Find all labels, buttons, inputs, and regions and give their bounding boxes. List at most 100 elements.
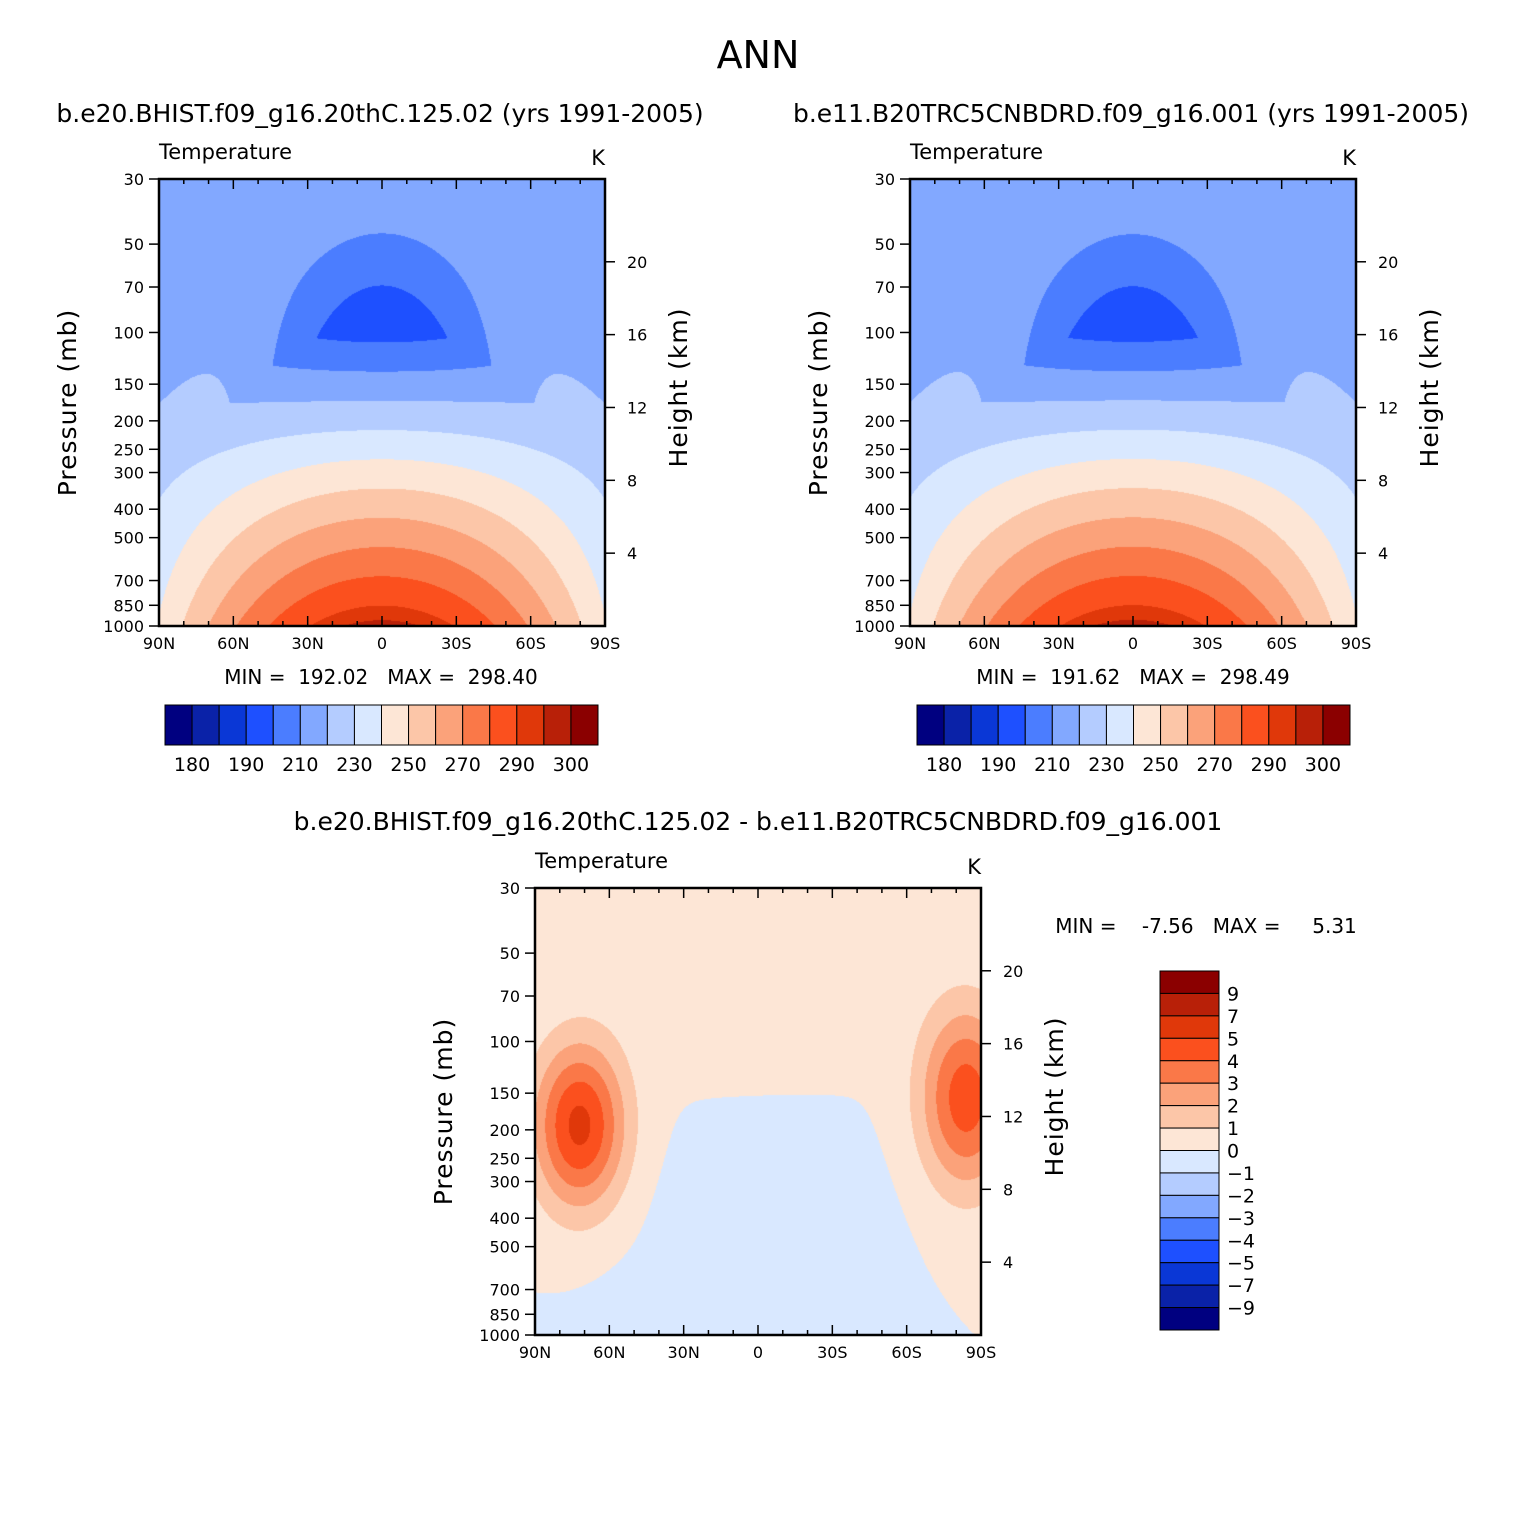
panel1-subtitle: b.e20.BHIST.f09_g16.20thC.125.02 (yrs 19… — [56, 99, 703, 128]
colorbar-label: 190 — [228, 754, 264, 776]
colorbar-box — [943, 704, 972, 746]
colorbar-box — [1159, 1307, 1220, 1331]
y-tick-label: 200 — [489, 1121, 520, 1140]
y-axis-label: Pressure (mb) — [429, 1018, 458, 1205]
contour-field — [535, 888, 981, 1335]
y-tick-label: 500 — [489, 1238, 520, 1257]
panel1-stats: MIN = 192.02 MAX = 298.40 — [224, 665, 537, 689]
y-tick-label: 100 — [489, 1032, 520, 1051]
colorbar-box — [1159, 1239, 1220, 1264]
x-tick-label: 60N — [217, 634, 249, 653]
y-tick-label: 50 — [500, 944, 520, 963]
colorbar-label: 300 — [1305, 754, 1341, 776]
units-label: K — [591, 146, 606, 170]
colorbar-box — [997, 704, 1026, 746]
colorbar-label: 230 — [336, 754, 372, 776]
x-tick-label: 0 — [753, 1343, 763, 1362]
x-tick-label: 30S — [441, 634, 472, 653]
y-tick-label: 700 — [489, 1281, 520, 1300]
x-tick-label: 0 — [1128, 634, 1138, 653]
colorbar-label: 230 — [1088, 754, 1124, 776]
x-tick-label: 30N — [668, 1343, 700, 1362]
colorbar-box — [1159, 1172, 1220, 1196]
colorbar-box — [326, 704, 355, 746]
x-tick-label: 90N — [894, 634, 926, 653]
colorbar-label: 7 — [1227, 1006, 1239, 1028]
y-tick-label: 500 — [113, 529, 144, 548]
y-tick-label: 400 — [113, 500, 144, 519]
x-tick-label: 90N — [143, 634, 175, 653]
colorbar-box — [516, 704, 545, 746]
colorbar-label: 1 — [1227, 1118, 1239, 1140]
colorbar-label: 250 — [390, 754, 426, 776]
y-tick-label: 400 — [864, 500, 895, 519]
colorbar-box — [1159, 1082, 1220, 1107]
colorbar-label: 9 — [1227, 983, 1239, 1005]
x-tick-label: 90N — [519, 1343, 551, 1362]
y-tick-label: 850 — [489, 1305, 520, 1324]
colorbar-panel-2: 180 190 210 230 250 270 290 300 — [916, 704, 1351, 776]
colorbar-box — [543, 704, 572, 746]
height-tick-label: 20 — [1003, 962, 1023, 981]
y-tick-label: 70 — [124, 278, 144, 297]
x-tick-label: 30N — [292, 634, 324, 653]
colorbar-panel-1: 180 190 210 230 250 270 290 300 — [164, 704, 599, 776]
height-tick-label: 20 — [1378, 253, 1398, 272]
colorbar-label: −5 — [1227, 1253, 1255, 1275]
y-tick-label: 850 — [113, 596, 144, 615]
x-tick-label: 90S — [966, 1343, 997, 1362]
x-tick-label: 60S — [515, 634, 546, 653]
colorbar-box — [1159, 1217, 1220, 1241]
colorbar-label: −2 — [1227, 1185, 1255, 1207]
x-tick-label: 30N — [1043, 634, 1075, 653]
height-tick-label: 16 — [627, 326, 647, 345]
y-tick-label: 100 — [864, 323, 895, 342]
height-tick-label: 8 — [1003, 1180, 1013, 1199]
contour-field — [910, 179, 1356, 626]
colorbar-box — [1159, 992, 1220, 1017]
x-tick-label: 60N — [968, 634, 1000, 653]
height-tick-label: 4 — [627, 544, 637, 563]
colorbar-label: −9 — [1227, 1298, 1255, 1320]
colorbar-box — [462, 704, 491, 746]
colorbar-box — [381, 704, 410, 746]
y-tick-label: 50 — [875, 235, 895, 254]
colorbar-box — [408, 704, 437, 746]
colorbar-box — [1159, 1127, 1220, 1151]
height-tick-label: 12 — [1003, 1107, 1023, 1126]
colorbar-box — [1214, 704, 1243, 746]
y-tick-label: 300 — [113, 464, 144, 483]
panel2-subtitle: b.e11.B20TRC5CNBDRD.f09_g16.001 (yrs 199… — [793, 99, 1469, 128]
colorbar-label: −4 — [1227, 1230, 1255, 1252]
colorbar-label: −7 — [1227, 1275, 1255, 1297]
y-tick-label: 200 — [113, 412, 144, 431]
colorbar-box — [1159, 970, 1220, 994]
x-tick-label: 90S — [590, 634, 621, 653]
colorbar-box — [489, 704, 518, 746]
colorbar-box — [1159, 1284, 1220, 1309]
y-tick-label: 250 — [864, 440, 895, 459]
colorbar-label: 5 — [1227, 1028, 1239, 1050]
height-tick-label: 8 — [1378, 471, 1388, 490]
colorbar-box — [353, 704, 382, 746]
y-tick-label: 700 — [113, 572, 144, 591]
colorbar-label: 180 — [174, 754, 210, 776]
y-tick-label: 700 — [864, 572, 895, 591]
colorbar-label: 190 — [980, 754, 1016, 776]
colorbar-box — [1105, 704, 1134, 746]
x-tick-label: 90S — [1341, 634, 1372, 653]
colorbar-box — [1241, 704, 1270, 746]
y-tick-label: 200 — [864, 412, 895, 431]
y-tick-label: 300 — [489, 1173, 520, 1192]
height-tick-label: 16 — [1003, 1035, 1023, 1054]
x-tick-label: 30S — [1192, 634, 1223, 653]
colorbar-box — [435, 704, 464, 746]
panel3-subtitle: b.e20.BHIST.f09_g16.20thC.125.02 - b.e11… — [294, 807, 1223, 836]
y-tick-label: 150 — [864, 375, 895, 394]
height-tick-label: 20 — [627, 253, 647, 272]
colorbar-label: 0 — [1227, 1141, 1239, 1163]
colorbar-box — [164, 704, 193, 746]
colorbar-box — [272, 704, 301, 746]
colorbar-box — [1159, 1262, 1220, 1286]
